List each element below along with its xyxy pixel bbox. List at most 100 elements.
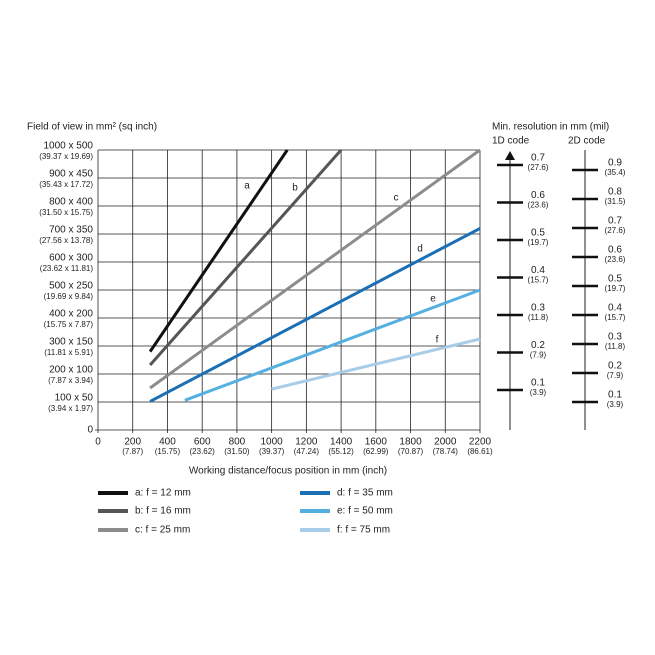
scale-tick-sublabel: (15.7)	[605, 313, 626, 322]
scale-tick-sublabel: (7.9)	[607, 371, 624, 380]
scale-tick-label: 0.8	[608, 187, 622, 198]
x-tick-label: 600	[194, 437, 211, 448]
series-line	[149, 227, 481, 403]
x-tick-label: 1800	[399, 437, 422, 448]
scale-tick-sublabel: (19.7)	[528, 238, 549, 247]
series-line	[184, 288, 481, 402]
scale-tick-sublabel: (19.7)	[605, 284, 626, 293]
scale-tick-label: 0.7	[608, 216, 622, 227]
scale-tick-label: 0.7	[531, 153, 545, 164]
y-tick-label: 200 x 100	[49, 365, 93, 376]
scale-tick-label: 0.5	[531, 228, 545, 239]
y-tick-sublabel: (3.94 x 1.97)	[48, 404, 93, 413]
legend-label: c: f = 25 mm	[135, 525, 190, 536]
x-tick-sublabel: (47.24)	[294, 447, 320, 456]
x-tick-label: 800	[229, 437, 246, 448]
line-label: b	[292, 183, 298, 194]
series-line	[148, 149, 289, 353]
y-axis-title: Field of view in mm² (sq inch)	[27, 122, 157, 133]
scale-tick-label: 0.2	[608, 361, 622, 372]
scale-tick-label: 0.2	[531, 340, 545, 351]
x-tick-sublabel: (7.87)	[122, 447, 143, 456]
x-tick-label: 1400	[330, 437, 353, 448]
y-tick-label: 500 x 250	[49, 281, 93, 292]
scale-tick-sublabel: (27.6)	[605, 226, 626, 235]
scale-tick-label: 0.4	[531, 265, 545, 276]
x-tick-label: 1000	[261, 437, 284, 448]
scale-arrow	[505, 151, 515, 160]
scale-tick-sublabel: (7.9)	[530, 351, 547, 360]
scale-tick-sublabel: (31.5)	[605, 197, 626, 206]
x-tick-sublabel: (15.75)	[155, 447, 181, 456]
y-tick-label: 600 x 300	[49, 253, 93, 264]
y-tick-sublabel: (31.50 x 15.75)	[39, 208, 93, 217]
legend-label: a: f = 12 mm	[135, 488, 191, 499]
y-tick-label: 400 x 200	[49, 309, 93, 320]
scale-name: 1D code	[492, 136, 530, 147]
x-tick-label: 1600	[365, 437, 388, 448]
y-tick-sublabel: (23.62 x 11.81)	[40, 264, 94, 273]
scale-tick-sublabel: (23.6)	[605, 255, 626, 264]
series-line	[148, 149, 343, 367]
scale-title: Min. resolution in mm (mil)	[492, 122, 609, 133]
x-tick-label: 2200	[469, 437, 492, 448]
x-tick-sublabel: (86.61)	[467, 447, 493, 456]
y-tick-sublabel: (11.81 x 5.91)	[44, 348, 93, 357]
scale-tick-sublabel: (11.8)	[528, 313, 549, 322]
scale-tick-label: 0.1	[531, 378, 545, 389]
y-tick-sublabel: (35.43 x 17.72)	[39, 180, 93, 189]
x-tick-sublabel: (23.62)	[190, 447, 216, 456]
y-tick-label: 1000 x 500	[44, 141, 94, 152]
y-tick-sublabel: (15.75 x 7.87)	[44, 320, 94, 329]
y-tick-sublabel: (19.69 x 9.84)	[44, 292, 94, 301]
scale-tick-label: 0.6	[531, 190, 545, 201]
legend-label: b: f = 16 mm	[135, 506, 191, 517]
scale-tick-sublabel: (15.7)	[528, 276, 549, 285]
y-tick-sublabel: (39.37 x 19.69)	[39, 152, 93, 161]
scale-tick-label: 0.9	[608, 158, 622, 169]
scale-tick-sublabel: (27.6)	[528, 163, 549, 172]
x-tick-sublabel: (39.37)	[259, 447, 285, 456]
legend-label: f: f = 75 mm	[337, 525, 390, 536]
x-tick-sublabel: (31.50)	[224, 447, 250, 456]
x-axis-title: Working distance/focus position in mm (i…	[189, 466, 387, 477]
x-tick-label: 2000	[434, 437, 457, 448]
y-tick-label: 0	[87, 425, 93, 436]
x-tick-label: 0	[95, 437, 101, 448]
line-label: d	[417, 244, 423, 255]
y-tick-label: 700 x 350	[49, 225, 93, 236]
x-tick-label: 200	[124, 437, 141, 448]
series-line	[271, 337, 481, 391]
scale-tick-label: 0.1	[608, 390, 622, 401]
x-tick-label: 400	[159, 437, 176, 448]
y-tick-label: 100 x 50	[55, 393, 94, 404]
y-tick-label: 900 x 450	[49, 169, 93, 180]
scale-tick-sublabel: (35.4)	[605, 168, 626, 177]
scale-tick-label: 0.3	[608, 332, 622, 343]
y-tick-label: 800 x 400	[49, 197, 93, 208]
x-tick-label: 1200	[295, 437, 318, 448]
scale-tick-label: 0.3	[531, 303, 545, 314]
x-tick-sublabel: (55.12)	[328, 447, 354, 456]
scale-tick-sublabel: (23.6)	[528, 201, 549, 210]
scale-tick-sublabel: (3.9)	[607, 400, 624, 409]
series-line	[149, 148, 481, 390]
scale-name: 2D code	[568, 136, 606, 147]
line-label: e	[430, 294, 436, 305]
scale-tick-label: 0.5	[608, 274, 622, 285]
x-tick-sublabel: (62.99)	[363, 447, 389, 456]
scale-tick-label: 0.6	[608, 245, 622, 256]
line-label: c	[394, 193, 399, 204]
line-label: f	[436, 335, 439, 346]
y-tick-sublabel: (27.56 x 13.78)	[39, 236, 93, 245]
scale-tick-sublabel: (11.8)	[605, 342, 626, 351]
x-tick-sublabel: (78.74)	[433, 447, 459, 456]
line-label: a	[244, 181, 250, 192]
scale-tick-label: 0.4	[608, 303, 622, 314]
y-tick-sublabel: (7.87 x 3.94)	[48, 376, 93, 385]
x-tick-sublabel: (70.87)	[398, 447, 424, 456]
y-tick-label: 300 x 150	[49, 337, 93, 348]
scale-tick-sublabel: (3.9)	[530, 388, 547, 397]
